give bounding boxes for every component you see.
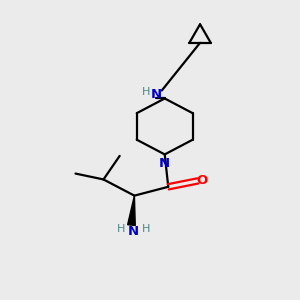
Text: N: N — [159, 157, 170, 170]
Text: N: N — [128, 225, 140, 238]
Text: N: N — [150, 88, 161, 100]
Text: H: H — [117, 224, 125, 235]
Polygon shape — [128, 196, 135, 226]
Text: H: H — [141, 224, 150, 235]
Text: H: H — [141, 87, 150, 97]
Text: O: O — [196, 174, 208, 188]
